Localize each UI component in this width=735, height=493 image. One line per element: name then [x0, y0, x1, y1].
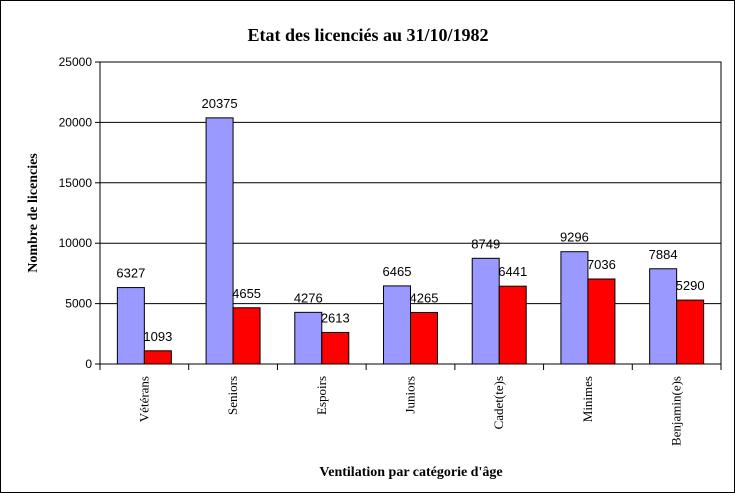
x-tick-label: Juniors	[403, 376, 418, 414]
bar-series-1	[116, 287, 145, 365]
data-label: 6327	[116, 266, 145, 281]
data-label: 9296	[560, 230, 589, 245]
data-label: 8749	[471, 236, 500, 251]
data-label: 5290	[676, 278, 705, 293]
bars	[116, 117, 705, 365]
data-label: 4265	[410, 290, 439, 305]
bar-series-2	[232, 307, 261, 365]
y-tick-label: 5000	[65, 297, 92, 311]
data-label: 6441	[498, 264, 527, 279]
x-axis-title: Ventilation par catégorie d'âge	[319, 465, 502, 480]
data-label: 20375	[201, 96, 237, 111]
bar-series-2	[498, 285, 527, 365]
bar-series-1	[383, 285, 411, 365]
y-tick-label: 10000	[59, 236, 93, 250]
data-label: 4655	[232, 286, 261, 301]
bar-series-2	[587, 278, 616, 365]
data-label: 4276	[294, 290, 323, 305]
bar-series-2	[676, 299, 705, 365]
x-axis-ticks: Vétérans Seniors Espoirs Juniors Cadet(te)s M…	[99, 364, 722, 446]
data-label: 1093	[143, 329, 172, 344]
x-tick-label: Seniors	[225, 376, 240, 415]
y-tick-label: 20000	[59, 115, 93, 129]
bar-series-2	[143, 350, 172, 365]
y-axis-ticks: 0 5000 10000 15000 20000 25000	[59, 55, 100, 371]
data-label: 6465	[383, 264, 412, 279]
bar-series-1	[294, 311, 323, 365]
x-tick-label: Benjamin(e)s	[669, 376, 684, 446]
bar-series-1	[649, 268, 678, 365]
y-axis-title: Nombre de licencies	[26, 153, 41, 273]
chart-title: Etat des licenciés au 31/10/1982	[248, 25, 489, 45]
bar-series-2	[410, 311, 438, 365]
x-tick-label: Cadet(te)s	[491, 376, 506, 429]
y-tick-label: 25000	[59, 55, 93, 69]
y-tick-label: 0	[85, 357, 92, 371]
bar-series-1	[471, 257, 500, 365]
data-labels: 6327 1093 20375 4655 4276 2613 6465 4265 8749 644…	[116, 96, 704, 344]
x-tick-label: Minimes	[580, 376, 595, 422]
x-tick-label: Vétérans	[136, 376, 151, 422]
y-tick-label: 15000	[59, 176, 93, 190]
bar-series-1	[560, 251, 589, 365]
data-label: 7884	[649, 247, 678, 262]
data-label: 7036	[587, 257, 616, 272]
bar-series-1	[205, 117, 234, 365]
bar-series-2	[321, 331, 350, 365]
x-tick-label: Espoirs	[314, 376, 329, 415]
data-label: 2613	[321, 310, 350, 325]
